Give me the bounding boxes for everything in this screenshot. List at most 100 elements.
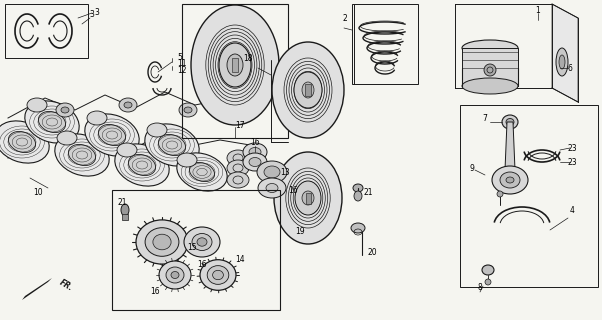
Ellipse shape (192, 234, 212, 251)
Text: 8: 8 (477, 284, 482, 292)
Bar (460, 105, 598, 287)
Ellipse shape (117, 143, 137, 157)
Ellipse shape (556, 48, 568, 76)
Ellipse shape (249, 148, 261, 156)
Ellipse shape (177, 153, 197, 167)
Text: 7: 7 (483, 114, 488, 123)
Text: 16: 16 (250, 138, 260, 147)
Ellipse shape (229, 103, 247, 117)
Ellipse shape (184, 107, 192, 113)
Ellipse shape (302, 191, 314, 205)
Ellipse shape (227, 150, 249, 166)
Ellipse shape (353, 184, 363, 192)
Ellipse shape (177, 153, 227, 191)
Ellipse shape (200, 260, 236, 290)
Bar (112, 190, 280, 310)
Ellipse shape (506, 118, 514, 125)
Text: 16: 16 (288, 186, 297, 195)
Polygon shape (505, 122, 515, 172)
Ellipse shape (171, 271, 179, 278)
Text: 14: 14 (235, 254, 245, 263)
Text: 4: 4 (569, 205, 574, 214)
Ellipse shape (227, 160, 249, 176)
Ellipse shape (264, 166, 280, 178)
Ellipse shape (500, 172, 520, 188)
Bar (232, 58, 238, 72)
Text: 16: 16 (197, 260, 207, 268)
Polygon shape (552, 4, 578, 102)
Ellipse shape (119, 98, 137, 112)
Ellipse shape (219, 43, 251, 87)
Ellipse shape (153, 234, 171, 250)
Ellipse shape (258, 178, 286, 198)
Ellipse shape (506, 177, 514, 183)
Ellipse shape (485, 279, 491, 285)
Ellipse shape (197, 238, 207, 246)
Text: 17: 17 (235, 121, 245, 130)
Ellipse shape (27, 98, 47, 112)
Ellipse shape (295, 181, 321, 215)
Ellipse shape (243, 153, 267, 171)
Ellipse shape (145, 228, 179, 256)
Ellipse shape (147, 123, 167, 137)
Ellipse shape (190, 163, 214, 181)
Ellipse shape (502, 115, 518, 129)
Text: 5: 5 (177, 52, 182, 61)
Ellipse shape (0, 121, 49, 163)
Text: 12: 12 (177, 66, 187, 75)
Ellipse shape (8, 132, 36, 153)
Ellipse shape (266, 183, 278, 193)
Ellipse shape (136, 220, 188, 264)
Text: 16: 16 (150, 286, 160, 295)
Text: 23: 23 (567, 143, 577, 153)
Ellipse shape (272, 42, 344, 138)
Text: 11: 11 (177, 59, 187, 68)
Ellipse shape (274, 152, 342, 244)
Ellipse shape (85, 114, 139, 156)
Text: 18: 18 (243, 53, 253, 62)
Ellipse shape (497, 191, 503, 197)
Bar (182, 4, 288, 138)
Ellipse shape (166, 267, 184, 283)
Ellipse shape (87, 111, 107, 125)
Ellipse shape (207, 266, 229, 284)
Ellipse shape (39, 111, 66, 132)
Bar (305, 84, 311, 96)
Ellipse shape (191, 5, 279, 125)
Ellipse shape (484, 64, 496, 76)
Text: 6: 6 (568, 63, 573, 73)
Ellipse shape (55, 134, 109, 176)
Ellipse shape (351, 223, 365, 233)
Ellipse shape (243, 143, 267, 161)
Ellipse shape (184, 227, 220, 257)
Ellipse shape (145, 124, 199, 166)
Text: 3: 3 (90, 10, 95, 19)
Text: 1: 1 (536, 5, 541, 14)
Text: 3: 3 (95, 7, 99, 17)
Ellipse shape (56, 103, 74, 117)
Ellipse shape (234, 107, 242, 113)
Text: 19: 19 (295, 228, 305, 236)
Text: 23: 23 (567, 157, 577, 166)
Text: 9: 9 (470, 164, 474, 172)
Ellipse shape (302, 82, 314, 98)
Ellipse shape (213, 270, 223, 280)
Ellipse shape (179, 103, 197, 117)
Polygon shape (22, 278, 52, 300)
Ellipse shape (69, 144, 96, 165)
Text: 13: 13 (280, 167, 290, 177)
Ellipse shape (492, 166, 528, 194)
Ellipse shape (227, 172, 249, 188)
Ellipse shape (257, 161, 287, 183)
Ellipse shape (482, 265, 494, 275)
Ellipse shape (559, 55, 565, 69)
Ellipse shape (159, 261, 191, 289)
Text: 2: 2 (343, 13, 347, 22)
Ellipse shape (115, 144, 169, 186)
Text: 20: 20 (367, 247, 377, 257)
Ellipse shape (462, 78, 518, 94)
Ellipse shape (128, 155, 155, 176)
Bar (5, 4, 88, 58)
Text: 21: 21 (117, 197, 127, 206)
Text: 21: 21 (363, 188, 373, 196)
